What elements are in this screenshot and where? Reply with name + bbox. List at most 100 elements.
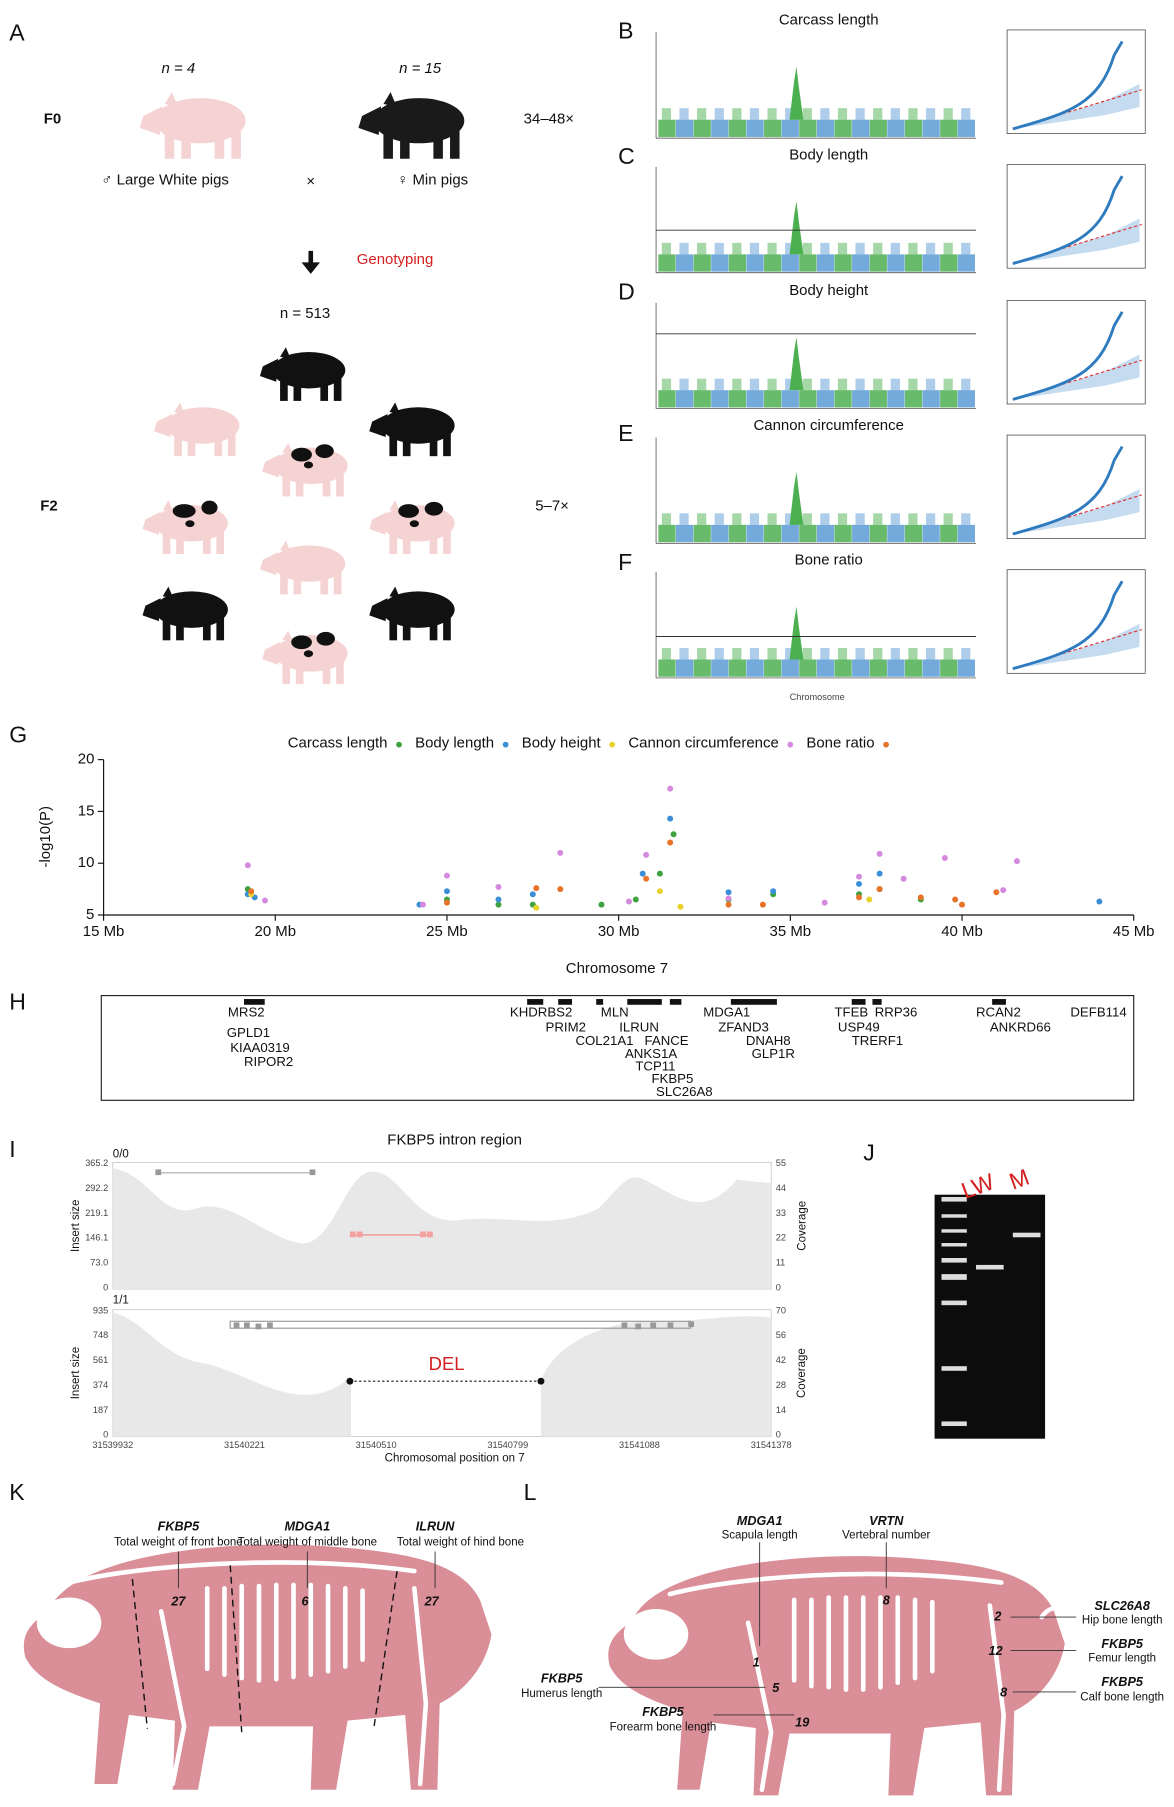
label: MLN <box>601 1004 629 1019</box>
label: 8 <box>883 1593 891 1607</box>
manhattan-band <box>890 108 900 120</box>
manhattan-band <box>714 513 724 525</box>
point <box>248 888 255 895</box>
manhattan-band <box>749 108 760 120</box>
manhattan-band <box>746 524 764 543</box>
point <box>856 873 863 880</box>
label: 374 <box>93 1380 108 1390</box>
label: SLC26A8 <box>656 1084 713 1099</box>
label: FKBP5 intron region <box>387 1132 522 1149</box>
label: Carcass length <box>779 12 879 29</box>
label: Genotyping <box>357 251 433 268</box>
manhattan-band <box>940 659 958 677</box>
label: I <box>9 1136 15 1162</box>
label: 19 <box>795 1715 809 1729</box>
qq-diag <box>1012 89 1142 130</box>
label: G <box>9 722 27 748</box>
manhattan-band <box>799 390 817 408</box>
label: F <box>618 549 632 575</box>
manhattan-band <box>802 378 812 391</box>
point <box>667 839 674 846</box>
label: 0 <box>776 1430 781 1440</box>
label: DNAH8 <box>746 1033 791 1048</box>
manhattan-band <box>869 659 887 677</box>
label: 748 <box>93 1330 108 1340</box>
label: 219.1 <box>85 1208 108 1218</box>
label: 56 <box>776 1330 786 1340</box>
label: Chromosome 7 <box>566 960 668 977</box>
label: 935 <box>93 1305 108 1315</box>
label: 1 <box>753 1655 760 1669</box>
label: 28 <box>776 1380 786 1390</box>
manhattan-band <box>802 242 812 255</box>
manhattan-band <box>908 378 918 391</box>
label: 31540510 <box>356 1440 397 1450</box>
point <box>821 899 828 906</box>
label: ILRUN <box>416 1520 456 1534</box>
label: 0 <box>103 1282 108 1292</box>
point <box>533 885 540 892</box>
manhattan-band <box>711 390 729 408</box>
manhattan-band <box>697 378 707 391</box>
point <box>625 898 632 905</box>
label: 5 <box>772 1681 780 1695</box>
manhattan-band <box>764 254 782 272</box>
legend-marker <box>396 741 402 748</box>
manhattan-band <box>764 659 782 677</box>
manhattan-band <box>816 390 835 408</box>
label: Body height <box>522 734 602 751</box>
panel-i-art <box>112 1162 1046 1439</box>
manhattan-band <box>746 254 764 272</box>
label: FKBP5 <box>1101 1637 1143 1651</box>
label: 5 <box>86 906 94 923</box>
label: Humerus length <box>521 1688 602 1700</box>
label: K <box>9 1479 25 1505</box>
point <box>725 895 732 902</box>
point <box>443 872 450 879</box>
manhattan-band <box>746 119 764 137</box>
label: 55 <box>776 1158 786 1168</box>
manhattan-band <box>764 390 782 408</box>
label: GLP1R <box>752 1046 795 1061</box>
manhattan-band <box>834 254 852 272</box>
manhattan-band <box>922 390 940 408</box>
manhattan-band <box>781 119 799 137</box>
label: 31540799 <box>487 1440 528 1450</box>
label: F0 <box>44 111 61 128</box>
qq-points <box>1012 40 1124 131</box>
manhattan-band <box>679 378 689 391</box>
manhattan-band <box>728 119 747 137</box>
label: 11 <box>776 1257 786 1267</box>
manhattan-band <box>925 647 936 660</box>
label: 20 <box>78 751 95 768</box>
manhattan-band <box>873 513 883 525</box>
point <box>533 904 540 911</box>
manhattan-band <box>693 524 711 543</box>
manhattan-band <box>679 513 689 525</box>
manhattan-band <box>661 242 672 255</box>
manhattan-band <box>675 390 694 408</box>
label: 44 <box>776 1183 786 1193</box>
point <box>941 855 948 862</box>
manhattan-band <box>746 390 764 408</box>
label: ♀ Min pigs <box>397 172 468 189</box>
manhattan-band <box>802 108 812 120</box>
manhattan-band <box>943 242 953 255</box>
manhattan-band <box>852 524 870 543</box>
point <box>856 894 863 901</box>
qq-band <box>1012 354 1140 400</box>
manhattan-band <box>855 108 865 120</box>
label: H <box>9 989 26 1015</box>
qq-diag <box>1012 629 1142 670</box>
point <box>959 901 966 908</box>
manhattan-band <box>908 513 918 525</box>
manhattan-band <box>711 524 729 543</box>
point <box>244 862 251 869</box>
manhattan-peak <box>789 337 804 391</box>
manhattan-band <box>837 378 848 391</box>
label: FKBP5 <box>1101 1675 1143 1689</box>
legend-marker <box>502 741 509 748</box>
qq-band <box>1012 489 1140 535</box>
manhattan-band <box>658 254 676 272</box>
manhattan-band <box>925 513 936 525</box>
